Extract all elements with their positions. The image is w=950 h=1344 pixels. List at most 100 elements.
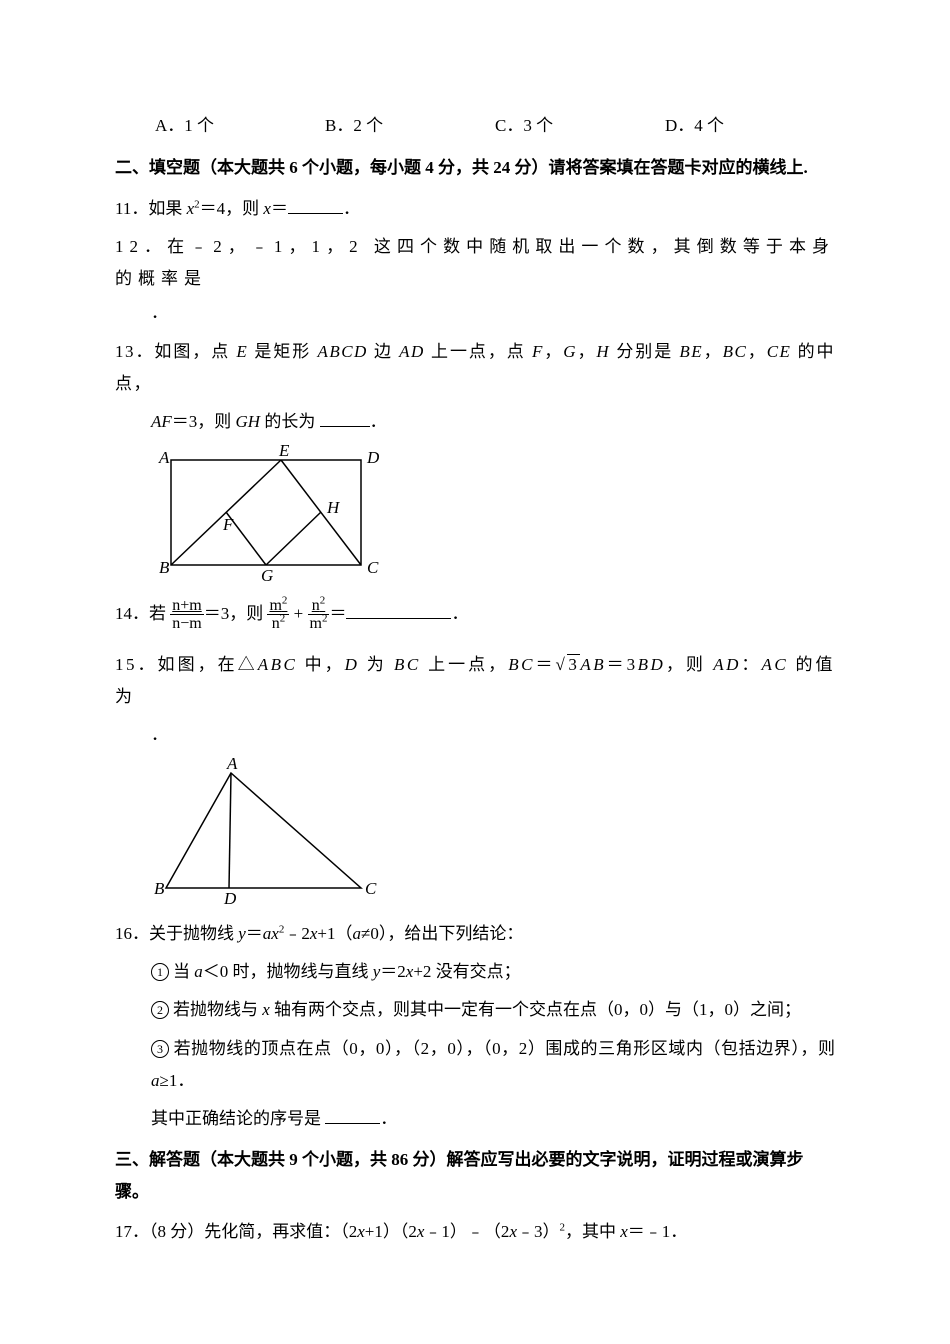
q13-H: H (596, 342, 610, 361)
q14-prefix: 14．若 (115, 604, 170, 623)
q16-i1-lt: ＜0 (203, 962, 229, 981)
q17-x1: x (357, 1222, 365, 1241)
q16-i1-pre: 当 (173, 962, 194, 981)
q16-i3-pre: 若抛物线的顶点在点（0，0），（2，0），（0，2）围成的三角形区域内（包括边界… (173, 1039, 835, 1058)
q15-colon: ： (741, 655, 762, 674)
q17-x4: x (620, 1222, 628, 1241)
option-c: C．3 个 (495, 110, 665, 142)
q15-ABC: ABC (258, 655, 298, 674)
q16-item1: 1当 a＜0 时，抛物线与直线 y＝2x+2 没有交点； (115, 956, 835, 988)
q15-t4: ，则 (665, 655, 713, 674)
question-16: 16．关于抛物线 y＝ax2﹣2x+1（a≠0），给出下列结论： (115, 918, 835, 950)
q15-AB: AB (580, 655, 606, 674)
q11-sq: 2＝4 (194, 199, 225, 218)
q13-BE: BE (679, 342, 703, 361)
q16-i3-period: ． (177, 1071, 194, 1090)
q16-eq1: ＝ (246, 924, 263, 943)
q16-conclusion: 其中正确结论的序号是 ． (115, 1103, 835, 1135)
q15-BD: BD (638, 655, 666, 674)
q16-post: ，给出下列结论： (387, 924, 523, 943)
q11-var-x: x (263, 199, 271, 218)
figure-13-svg: A E D B G C F H (151, 445, 391, 585)
q13-BC: BC (723, 342, 748, 361)
q12-text: 12．在﹣2，﹣1，1，2 这四个数中随机取出一个数，其倒数等于本身的概率是 (115, 237, 835, 288)
q13-c2: ， (577, 342, 596, 361)
q16-i1-mid: 时，抛物线与直线 (228, 962, 373, 981)
q14-t1: ，则 (229, 604, 267, 623)
q13-period: ． (370, 412, 387, 431)
q16-i1-a: a (194, 962, 203, 981)
q13-F: F (532, 342, 544, 361)
figure-13: A E D B G C F H (151, 445, 835, 585)
q16-i1-post: 没有交点； (431, 962, 520, 981)
q17-t1: +1）（2 (365, 1222, 417, 1241)
figure-15: A B D C (151, 758, 835, 908)
option-a: A．1 个 (155, 110, 325, 142)
q13-GH: GH (236, 412, 261, 431)
q13-t2: 边 (368, 342, 399, 361)
q14-frac2: m2n2 (267, 597, 289, 633)
q14-eq2: ＝ (329, 604, 346, 623)
q14-period: ． (451, 604, 468, 623)
q16-i2-post: 轴有两个交点，则其中一定有一个交点在点（0，0）与（1，0）之间； (270, 1000, 801, 1019)
fig15-C: C (365, 879, 377, 898)
question-13: 13．如图，点 E 是矩形 ABCD 边 AD 上一点，点 F，G，H 分别是 … (115, 336, 835, 401)
q13-AF: AF (151, 412, 172, 431)
q11-middle: ，则 (225, 199, 263, 218)
q13-G: G (563, 342, 577, 361)
fig15-A: A (226, 758, 238, 773)
fig13-F: F (222, 515, 234, 534)
q13-tail: 的长为 (260, 412, 320, 431)
q16-i2-x: x (262, 1000, 270, 1019)
circled-1-icon: 1 (151, 963, 169, 981)
fig13-B: B (159, 558, 170, 577)
q15-eq2: ＝3 (606, 655, 638, 674)
q13-t1: 是矩形 (248, 342, 317, 361)
q16-a: ax (263, 924, 279, 943)
q14-frac1: n+mn−m (170, 597, 203, 633)
q16-item3: 3若抛物线的顶点在点（0，0），（2，0），（0，2）围成的三角形区域内（包括边… (115, 1033, 835, 1098)
q16-y: y (238, 924, 246, 943)
q14-blank (346, 601, 451, 619)
q15-BC2: BC (508, 655, 535, 674)
q13-c4: ， (747, 342, 766, 361)
q16-rest: ﹣2x+1（a≠0） (284, 924, 387, 943)
q15-period: ． (151, 725, 168, 744)
q11-prefix: 11．如果 (115, 199, 187, 218)
q17-x3: x (509, 1222, 517, 1241)
q11-period: ． (343, 199, 360, 218)
q13-ABCD: ABCD (317, 342, 367, 361)
q13-c3: ， (703, 342, 722, 361)
q14-f3d: m2 (308, 615, 330, 633)
q14-f1n: n+m (170, 597, 203, 616)
q15-AC: AC (761, 655, 788, 674)
figure-15-svg: A B D C (151, 758, 381, 908)
q13-eq3: ＝3 (172, 412, 198, 431)
q14-f1d: n−m (170, 615, 203, 633)
question-15: 15．如图，在△ABC 中，D 为 BC 上一点，BC＝√3AB＝3BD，则 A… (115, 649, 835, 714)
q15-BC: BC (394, 655, 421, 674)
question-13-line2: AF＝3，则 GH 的长为 ． (115, 406, 835, 438)
q16-period: ． (380, 1109, 397, 1128)
q14-frac3: n2m2 (308, 597, 330, 633)
question-15-line2: ． (115, 719, 835, 751)
q15-sqrt: √3 (555, 654, 580, 674)
section-3-heading: 三、解答题（本大题共 9 个小题，共 86 分）解答应写出必要的文字说明，证明过… (115, 1144, 835, 1209)
fig13-G: G (261, 566, 273, 585)
q13-AD: AD (399, 342, 425, 361)
q11-eq: ＝ (271, 199, 288, 218)
q16-pre: 16．关于抛物线 (115, 924, 238, 943)
fig13-C: C (367, 558, 379, 577)
q17-t4: ，其中 (565, 1222, 620, 1241)
question-12: 12．在﹣2，﹣1，1，2 这四个数中随机取出一个数，其倒数等于本身的概率是 (115, 231, 835, 296)
q13-t4: 分别是 (610, 342, 679, 361)
q11-blank (288, 196, 343, 214)
mc-option-row: A．1 个 B．2 个 C．3 个 D．4 个 (115, 110, 835, 142)
fig13-H: H (326, 498, 341, 517)
q14-eq1: ＝3 (204, 604, 230, 623)
question-14: 14．若 n+mn−m＝3，则 m2n2 + n2m2＝． (115, 597, 835, 633)
q14-f2n: m2 (267, 597, 289, 616)
q16-i3-ge: ≥1 (160, 1071, 178, 1090)
q15-pre: 15．如图，在△ (115, 655, 258, 674)
fig13-A: A (158, 448, 170, 467)
